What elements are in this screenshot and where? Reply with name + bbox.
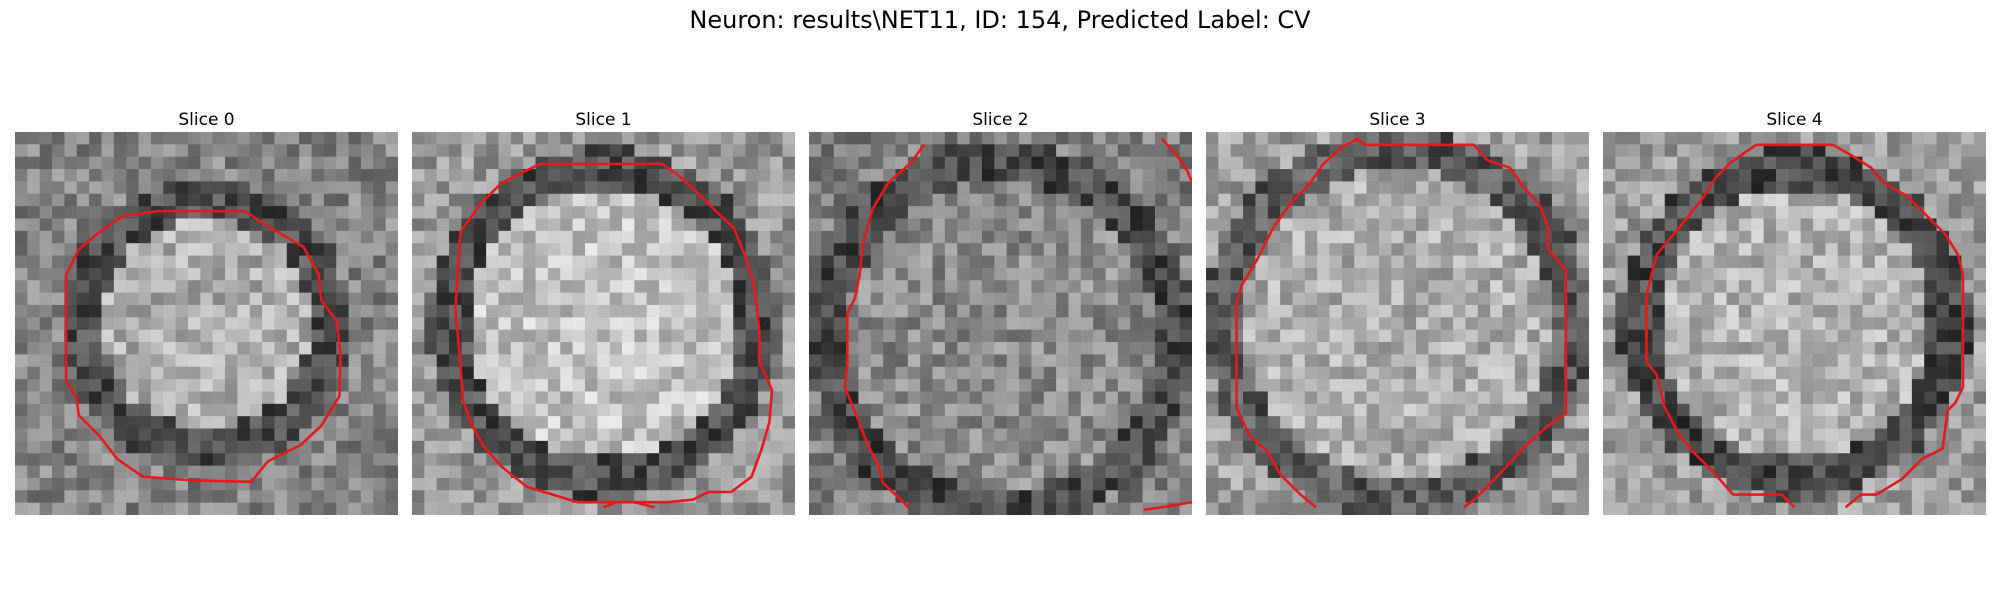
- contour-line-4-1: [1832, 143, 1965, 509]
- slice-panel-1: Slice 1: [412, 108, 795, 515]
- slice-title-0: Slice 0: [178, 110, 235, 130]
- slice-image-4: [1603, 132, 1986, 515]
- slice-panel-3: Slice 3: [1206, 108, 1589, 515]
- slice-title-2: Slice 2: [972, 110, 1029, 130]
- slice-image-2: [809, 132, 1192, 515]
- contour-line-1-1: [454, 162, 655, 509]
- slice-image-0: [15, 132, 398, 515]
- slice-image-1: [412, 132, 795, 515]
- contour-line-0-0: [64, 209, 342, 484]
- slice-title-4: Slice 4: [1766, 110, 1823, 130]
- slice-panel-4: Slice 4: [1603, 108, 1986, 515]
- slice-panel-2: Slice 2: [809, 108, 1192, 515]
- contour-line-2-0: [843, 144, 925, 509]
- contour-line-1-0: [539, 162, 774, 509]
- slice-image-3: [1206, 132, 1589, 515]
- contour-line-4-0: [1645, 143, 1833, 509]
- contour-line-3-1: [1235, 137, 1360, 509]
- slice-title-1: Slice 1: [575, 110, 632, 130]
- contour-line-3-0: [1355, 137, 1568, 509]
- slice-panel-0: Slice 0: [15, 108, 398, 515]
- slice-title-3: Slice 3: [1369, 110, 1426, 130]
- figure-title: Neuron: results\NET11, ID: 154, Predicte…: [689, 6, 1311, 34]
